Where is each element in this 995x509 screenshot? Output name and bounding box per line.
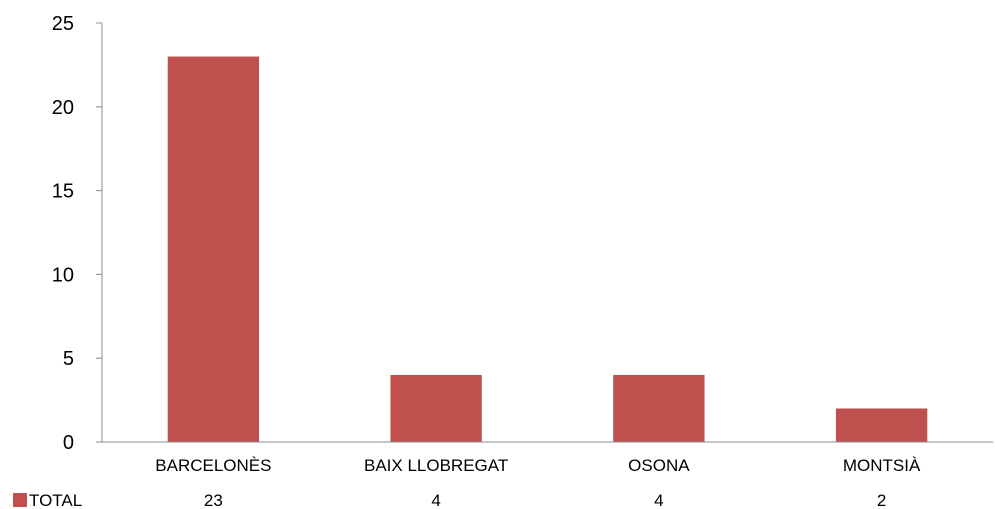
data-table-cell: 4 (654, 491, 663, 509)
y-tick-label: 15 (52, 181, 74, 203)
x-tick-label: MONTSIÀ (843, 456, 921, 475)
y-tick-label: 25 (52, 13, 74, 35)
y-axis-ticks: 0 5 10 15 20 25 (52, 13, 102, 454)
data-table-cell: 23 (204, 491, 223, 509)
bars (167, 56, 928, 443)
bar (390, 374, 482, 442)
y-tick-label: 10 (52, 264, 74, 286)
bar (613, 374, 705, 442)
data-table-cell: 4 (431, 491, 440, 509)
y-tick-label: 5 (63, 348, 74, 370)
legend-swatch (13, 493, 27, 507)
x-tick-label: BARCELONÈS (155, 456, 271, 475)
x-tick-label: BAIX LLOBREGAT (364, 456, 508, 475)
data-table-row-label: TOTAL (29, 491, 82, 509)
data-table-values: 23 4 4 2 (204, 491, 886, 509)
y-tick-label: 0 (63, 432, 74, 454)
x-tick-label: OSONA (628, 456, 690, 475)
data-table-cell: 2 (877, 491, 886, 509)
bar (835, 408, 928, 442)
bar (167, 56, 260, 443)
data-table: TOTAL 23 4 4 2 (13, 491, 886, 509)
x-axis-labels: BARCELONÈS BAIX LLOBREGAT OSONA MONTSIÀ (155, 456, 921, 475)
y-tick-label: 20 (52, 97, 74, 119)
